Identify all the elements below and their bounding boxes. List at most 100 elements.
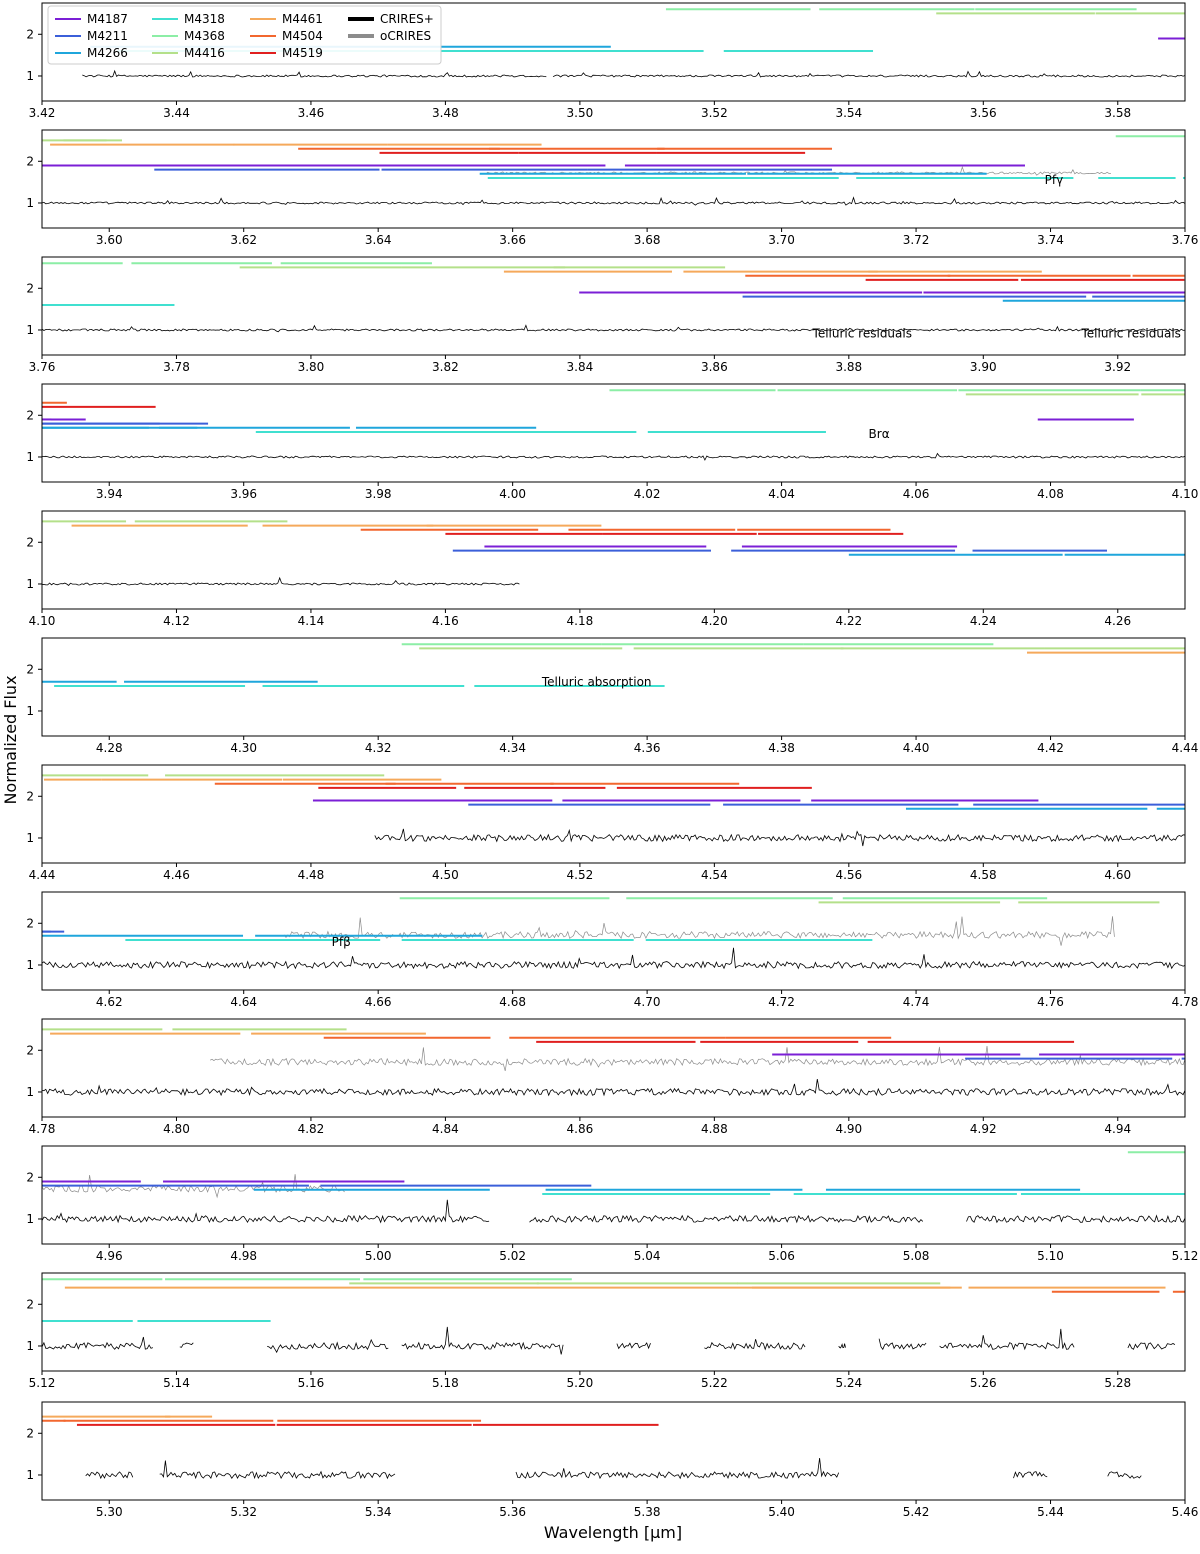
x-tick-label: 5.00	[365, 1249, 392, 1263]
crires-spectrum	[42, 1199, 490, 1224]
annotation-label: Telluric residuals	[812, 326, 912, 340]
panel-frame	[41, 510, 1186, 610]
legend-label: M4318	[184, 12, 225, 26]
panel-3: Telluric residuals Telluric residuals 1 2 3.…	[26, 256, 1186, 374]
x-tick-label: 4.82	[298, 1122, 325, 1136]
x-tick-label: 4.80	[163, 1122, 190, 1136]
crires-spectrum	[42, 196, 1185, 206]
legend-label: M4211	[87, 29, 128, 43]
y-axis-title: Normalized Flux	[1, 675, 20, 804]
x-tick-label: 5.38	[634, 1505, 661, 1519]
crires-spectrum	[529, 1214, 924, 1224]
panel-frame	[41, 637, 1186, 737]
x-tick-label: 3.44	[163, 106, 190, 120]
panel-frame	[41, 2, 1186, 102]
plot-area: Brα	[42, 389, 1185, 461]
x-tick-label: 5.28	[1104, 1376, 1131, 1390]
x-tick-label: 4.68	[499, 995, 526, 1009]
x-tick-label: 4.86	[567, 1122, 594, 1136]
x-tick-label: 4.26	[1104, 614, 1131, 628]
x-tick-label: 4.00	[499, 487, 526, 501]
y-tick-label: 1	[26, 323, 34, 337]
x-tick-label: 3.64	[365, 233, 392, 247]
annotation-label: Telluric absorption	[541, 675, 652, 689]
x-tick-label: 4.34	[499, 741, 526, 755]
plot-area	[42, 1151, 1185, 1224]
x-tick-label: 5.20	[567, 1376, 594, 1390]
x-tick-label: 4.92	[970, 1122, 997, 1136]
x-tick-label: 4.12	[163, 614, 190, 628]
crires-spectrum	[966, 1214, 1185, 1224]
x-tick-label: 4.96	[96, 1249, 123, 1263]
crires-spectrum	[42, 1336, 154, 1350]
panel-6: Telluric absorption 1 2 4.28 4.30 4.32 4.34 4.3…	[26, 637, 1199, 755]
crires-spectrum	[552, 70, 1185, 78]
y-tick-label: 1	[26, 704, 34, 718]
legend-box	[47, 5, 442, 65]
x-tick-label: 3.66	[499, 233, 526, 247]
x-tick-label: 4.16	[432, 614, 459, 628]
x-tick-label: 3.94	[96, 487, 123, 501]
crires-spectrum	[42, 324, 1185, 333]
x-tick-label: 3.68	[634, 233, 661, 247]
y-tick-label: 2	[26, 1297, 34, 1311]
x-tick-label: 4.44	[1172, 741, 1199, 755]
legend-label: CRIRES+	[380, 12, 434, 26]
x-tick-label: 4.62	[96, 995, 123, 1009]
x-tick-label: 3.90	[970, 360, 997, 374]
x-tick-label: 3.76	[29, 360, 56, 374]
panel-4: Brα 1 2 3.94 3.96 3.98 4.00 4.02 4.04 4.06 4.08 4.1…	[26, 383, 1199, 501]
x-tick-label: 4.10	[1172, 487, 1199, 501]
x-tick-label: 4.56	[835, 868, 862, 882]
annotation-label: Telluric residuals	[1080, 326, 1180, 340]
ocrires-spectrum	[283, 916, 1115, 946]
x-tick-label: 5.18	[432, 1376, 459, 1390]
plot-area: Pfβ	[42, 897, 1185, 970]
x-tick-label: 4.04	[768, 487, 795, 501]
panel-frame	[41, 129, 1186, 229]
x-tick-label: 4.40	[903, 741, 930, 755]
x-tick-label: 4.20	[701, 614, 728, 628]
x-tick-label: 4.44	[29, 868, 56, 882]
panel-frame	[41, 1272, 1186, 1372]
x-tick-label: 3.58	[1104, 106, 1131, 120]
annotation-label: Brα	[869, 427, 890, 441]
crires-spectrum	[42, 1079, 1185, 1097]
x-tick-label: 5.42	[903, 1505, 930, 1519]
x-tick-label: 4.42	[1037, 741, 1064, 755]
y-tick-label: 2	[26, 154, 34, 168]
x-tick-label: 5.34	[365, 1505, 392, 1519]
y-tick-label: 1	[26, 1085, 34, 1099]
y-tick-label: 1	[26, 450, 34, 464]
y-tick-label: 2	[26, 789, 34, 803]
crires-spectrum	[179, 1342, 194, 1348]
x-tick-label: 4.52	[567, 868, 594, 882]
crires-spectrum	[1107, 1471, 1142, 1479]
x-tick-label: 3.46	[298, 106, 325, 120]
crires-spectrum	[1013, 1471, 1048, 1479]
panel-7: 1 2 4.44 4.46 4.48 4.50 4.52 4.54 4.56 4.58 4.60	[26, 764, 1186, 882]
x-tick-label: 3.48	[432, 106, 459, 120]
y-tick-label: 1	[26, 69, 34, 83]
panel-12: 1 2 5.30 5.32 5.34 5.36 5.38 5.40 5.42 5.44 5.46	[26, 1401, 1199, 1519]
x-tick-label: 5.24	[835, 1376, 862, 1390]
x-tick-label: 3.56	[970, 106, 997, 120]
panel-frame	[41, 891, 1186, 991]
legend: M4187 M4211 M4266 M4318 M4368 M4416 M4461 M4504…	[47, 5, 442, 65]
x-tick-label: 5.46	[1172, 1505, 1199, 1519]
panel-11: 1 2 5.12 5.14 5.16 5.18 5.20 5.22 5.24 5.26 5.28	[26, 1272, 1186, 1390]
x-tick-label: 4.74	[903, 995, 930, 1009]
panel-5: 1 2 4.10 4.12 4.14 4.16 4.18 4.20 4.22 4.24 4.26	[26, 510, 1186, 628]
x-tick-label: 5.36	[499, 1505, 526, 1519]
y-tick-label: 1	[26, 1468, 34, 1482]
legend-label: M4266	[87, 46, 128, 60]
x-axis-title: Wavelength [μm]	[544, 1523, 682, 1542]
x-tick-label: 5.16	[298, 1376, 325, 1390]
y-tick-label: 2	[26, 916, 34, 930]
y-tick-label: 1	[26, 831, 34, 845]
panel-frame	[41, 1145, 1186, 1245]
legend-label: oCRIRES	[380, 29, 431, 43]
x-tick-label: 5.10	[1037, 1249, 1064, 1263]
